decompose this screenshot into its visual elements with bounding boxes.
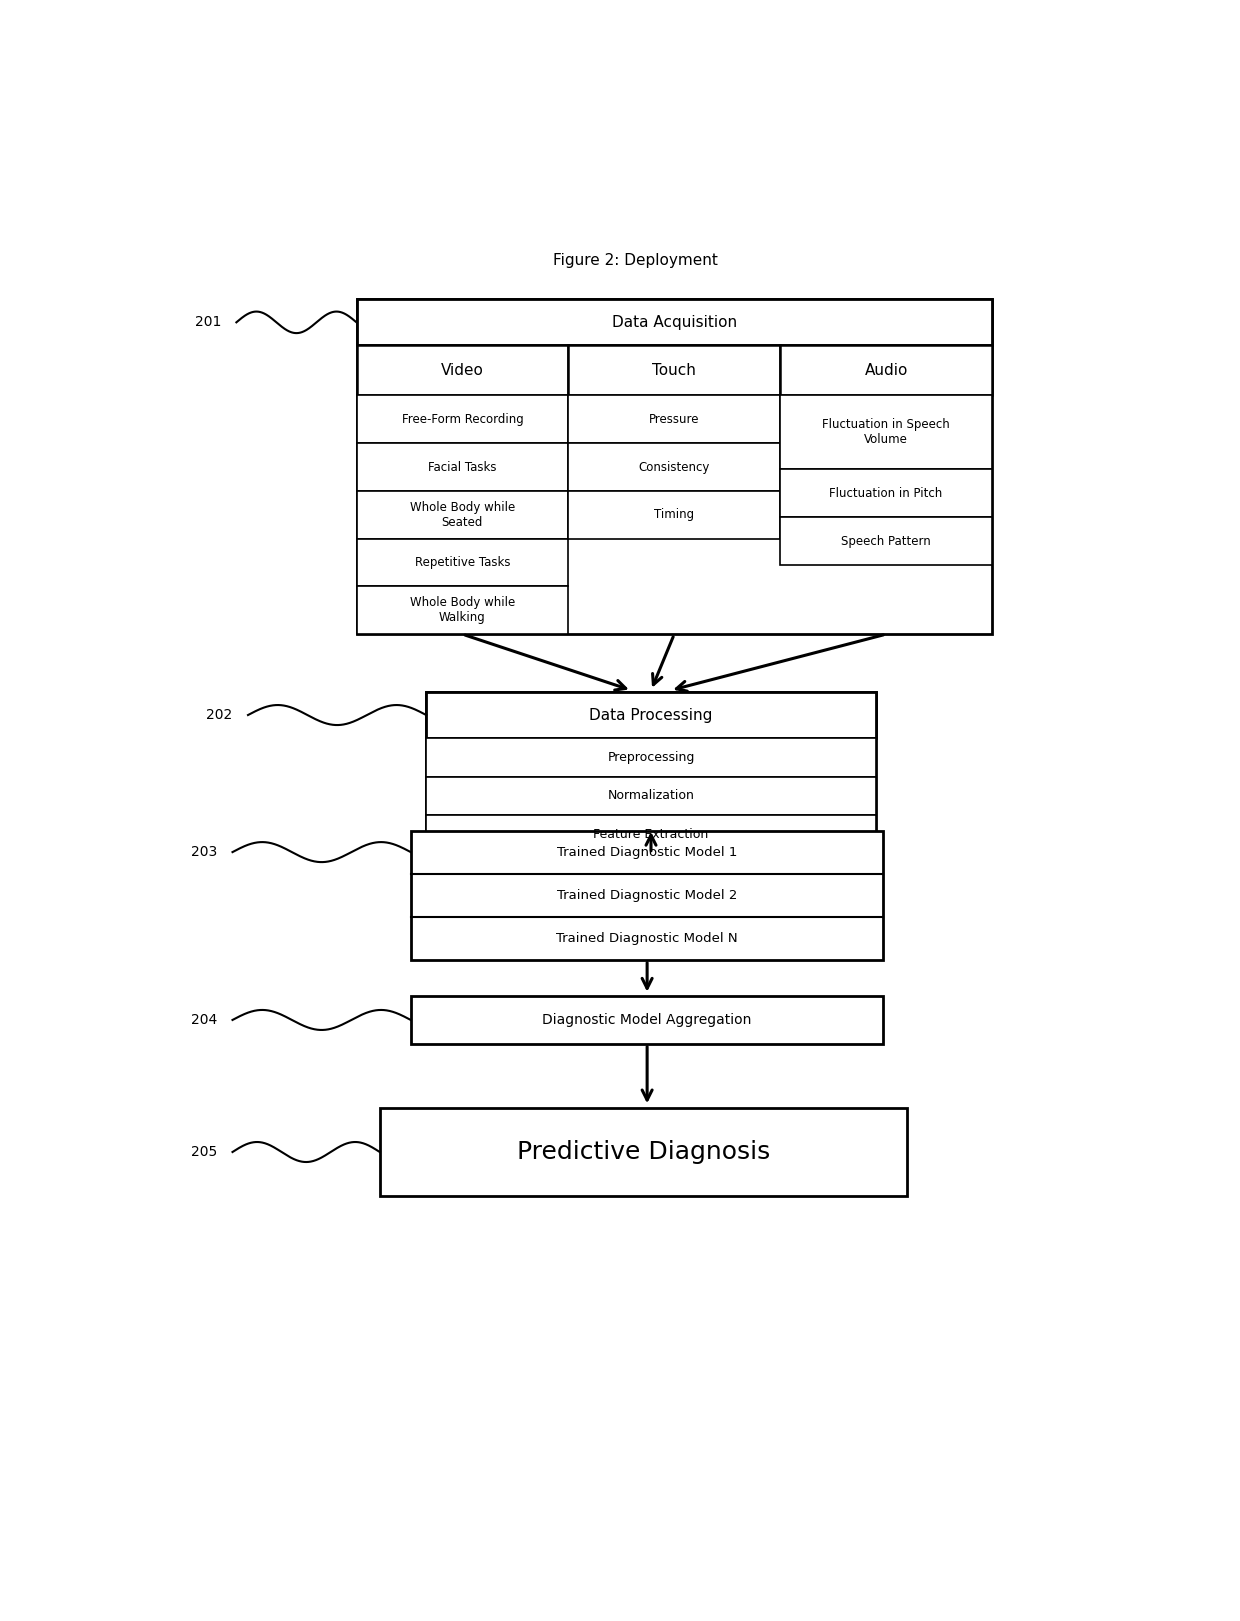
- Text: Data Acquisition: Data Acquisition: [611, 314, 737, 329]
- FancyBboxPatch shape: [568, 396, 780, 443]
- Text: Facial Tasks: Facial Tasks: [428, 460, 497, 473]
- FancyBboxPatch shape: [780, 345, 992, 396]
- Text: Pressure: Pressure: [649, 413, 699, 426]
- FancyBboxPatch shape: [357, 300, 992, 345]
- Text: 205: 205: [191, 1144, 217, 1159]
- FancyBboxPatch shape: [568, 345, 780, 396]
- Text: Consistency: Consistency: [639, 460, 711, 473]
- Text: Speech Pattern: Speech Pattern: [841, 535, 931, 548]
- Text: Fluctuation in Pitch: Fluctuation in Pitch: [830, 486, 942, 499]
- FancyBboxPatch shape: [379, 1107, 906, 1196]
- FancyBboxPatch shape: [780, 396, 992, 470]
- FancyBboxPatch shape: [780, 517, 992, 566]
- FancyBboxPatch shape: [410, 830, 883, 960]
- Text: 201: 201: [195, 316, 221, 329]
- FancyBboxPatch shape: [357, 345, 568, 396]
- FancyBboxPatch shape: [427, 815, 875, 854]
- Text: Fluctuation in Speech
Volume: Fluctuation in Speech Volume: [822, 418, 950, 446]
- Text: Trained Diagnostic Model 2: Trained Diagnostic Model 2: [557, 888, 738, 901]
- FancyBboxPatch shape: [357, 300, 992, 634]
- Text: Feature Extraction: Feature Extraction: [594, 828, 708, 841]
- Text: Data Processing: Data Processing: [589, 707, 713, 723]
- Text: 203: 203: [191, 845, 217, 859]
- Text: Timing: Timing: [655, 509, 694, 522]
- Text: Predictive Diagnosis: Predictive Diagnosis: [517, 1140, 770, 1164]
- FancyBboxPatch shape: [780, 470, 992, 517]
- Text: Whole Body while
Walking: Whole Body while Walking: [409, 597, 515, 624]
- Text: Repetitive Tasks: Repetitive Tasks: [414, 556, 510, 569]
- Text: Trained Diagnostic Model 1: Trained Diagnostic Model 1: [557, 846, 738, 859]
- Text: Audio: Audio: [864, 363, 908, 378]
- Text: Free-Form Recording: Free-Form Recording: [402, 413, 523, 426]
- FancyBboxPatch shape: [357, 587, 568, 634]
- Text: Video: Video: [441, 363, 484, 378]
- Text: Trained Diagnostic Model N: Trained Diagnostic Model N: [557, 932, 738, 945]
- Text: 202: 202: [206, 708, 233, 721]
- Text: Whole Body while
Seated: Whole Body while Seated: [409, 501, 515, 528]
- FancyBboxPatch shape: [357, 396, 568, 443]
- Text: Normalization: Normalization: [608, 789, 694, 802]
- FancyBboxPatch shape: [357, 538, 568, 587]
- FancyBboxPatch shape: [427, 738, 875, 776]
- Text: Preprocessing: Preprocessing: [608, 751, 694, 763]
- FancyBboxPatch shape: [568, 443, 780, 491]
- FancyBboxPatch shape: [357, 491, 568, 538]
- FancyBboxPatch shape: [568, 491, 780, 538]
- Text: 204: 204: [191, 1013, 217, 1028]
- FancyBboxPatch shape: [427, 692, 875, 738]
- FancyBboxPatch shape: [410, 995, 883, 1044]
- Text: Diagnostic Model Aggregation: Diagnostic Model Aggregation: [542, 1013, 751, 1028]
- Text: Touch: Touch: [652, 363, 696, 378]
- FancyBboxPatch shape: [427, 776, 875, 815]
- Text: Figure 2: Deployment: Figure 2: Deployment: [553, 253, 718, 267]
- FancyBboxPatch shape: [357, 443, 568, 491]
- FancyBboxPatch shape: [427, 692, 875, 854]
